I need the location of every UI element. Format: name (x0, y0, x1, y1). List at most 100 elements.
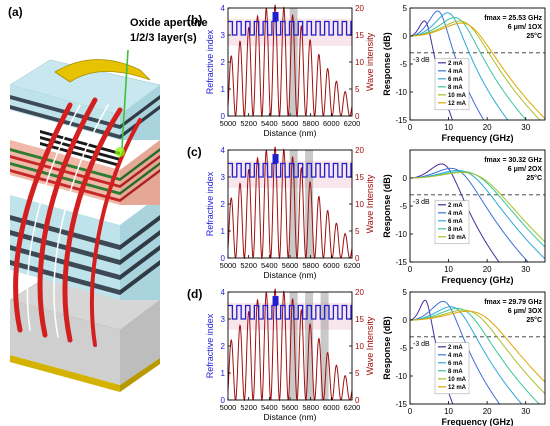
tick-label-right: 10 (355, 58, 364, 67)
tick-label-x: 6000 (323, 403, 340, 412)
series-line (410, 309, 545, 395)
annotation-line-2: 1/2/3 layer(s) (130, 32, 197, 44)
wave-intensity-line (227, 4, 353, 118)
tick-label-x: 0 (408, 123, 413, 132)
x-axis-label: Distance (nm) (264, 128, 317, 138)
oxide-band (320, 292, 329, 400)
tick-label-left: 0 (221, 396, 226, 405)
legend-box (434, 342, 470, 395)
legend-label: 8 mA (448, 227, 463, 233)
refractive-index-line (228, 162, 352, 178)
legend-label: 4 mA (448, 353, 463, 359)
tick-label-right: 20 (355, 4, 364, 13)
tick-label-left: 1 (221, 227, 226, 236)
tick-label-x: 5600 (282, 119, 299, 128)
tick-label-x: 5200 (240, 261, 257, 270)
tick-label-left: 2 (221, 200, 226, 209)
tick-label-left: 4 (221, 146, 226, 155)
tick-label-y: -10 (395, 88, 407, 97)
tick-label-y: -5 (400, 202, 408, 211)
chart-annotation: 25°C (526, 174, 542, 182)
tick-label-left: 4 (221, 288, 226, 297)
y-axis-label-left: Refractive index (205, 313, 215, 378)
tick-label-x: 5600 (282, 261, 299, 270)
x-axis-label: Frequency (GHz) (441, 275, 513, 285)
legend-label: 8 mA (448, 369, 463, 375)
y-axis-label-right: Wave Intensity (365, 316, 375, 375)
tick-label-x: 30 (521, 407, 530, 416)
y-axis-label: Response (dB) (382, 32, 392, 96)
tick-label-x: 20 (483, 265, 492, 274)
y-axis-label: Response (dB) (382, 174, 392, 238)
chart-annotation: fmax = 30.32 GHz (484, 157, 542, 164)
tick-label-x: 5000 (220, 119, 237, 128)
tick-label-y: 0 (403, 32, 408, 41)
series-line (410, 20, 454, 120)
distance-plot-2: 0 1 2 3 4 0 5 10 15 20 5000 5200 5400 5600 5800 6000 620… (205, 288, 375, 422)
tick-label-x: 6200 (344, 119, 361, 128)
legend: 2 mA 4 mA 6 mA 8 mA 10 mA 12 mA (434, 58, 470, 111)
y-axis-label-right: Wave intensity (365, 32, 375, 91)
legend-label: 4 mA (448, 211, 463, 217)
tick-label-y: 0 (403, 174, 408, 183)
series-line (410, 169, 545, 260)
series-line (410, 170, 545, 248)
top-contact-ring (54, 59, 151, 83)
series-line (410, 310, 545, 383)
series-line (410, 20, 541, 120)
legend-label: 10 mA (448, 235, 467, 241)
tick-label-right: 0 (355, 396, 360, 405)
legend-label: 2 mA (448, 203, 463, 209)
tick-label-right: 15 (355, 31, 364, 40)
tick-label-left: 3 (221, 173, 226, 182)
tick-label-x: 10 (444, 123, 453, 132)
series-line (410, 12, 509, 120)
tick-label-x: 5000 (220, 261, 237, 270)
y-axis-label-left: Refractive index (205, 29, 215, 94)
tick-label-left: 4 (221, 4, 226, 13)
chart-annotation: fmax = 29.79 GHz (484, 299, 542, 306)
wave-intensity-line (227, 146, 353, 260)
tick-label-right: 20 (355, 146, 364, 155)
tick-label-left: 2 (221, 342, 226, 351)
tick-label-left: 2 (221, 58, 226, 67)
series-line (410, 163, 500, 262)
tick-label-x: 10 (444, 407, 453, 416)
tick-label-x: 6200 (344, 403, 361, 412)
tick-label-x: 5800 (302, 119, 319, 128)
legend-label: 12 mA (448, 385, 467, 391)
series-line (410, 22, 545, 120)
frequency-plot-0: -3 dB -15 -10 -5 0 5 0 10 20 30 Frequency (GHz) Res… (382, 4, 546, 143)
annotation-pointer (121, 49, 129, 149)
series-line (410, 300, 501, 404)
annotation-line-1: Oxide aperture (130, 17, 208, 29)
legend-label: 6 mA (448, 77, 463, 83)
chart-annotation: 25°C (526, 316, 542, 324)
tick-label-x: 20 (483, 123, 492, 132)
tick-label-x: 30 (521, 265, 530, 274)
y-axis-label-left: Refractive index (205, 171, 215, 236)
tick-label-y: -10 (395, 230, 407, 239)
legend-label: 8 mA (448, 85, 463, 91)
tick-label-x: 0 (408, 265, 413, 274)
chart-annotation: 6 μm/ 1OX (508, 24, 543, 31)
tick-label-x: 30 (521, 123, 530, 132)
oxide-band (289, 150, 298, 258)
tick-label-y: 0 (403, 316, 408, 325)
legend-label: 10 mA (448, 93, 467, 99)
tick-label-right: 5 (355, 369, 360, 378)
tick-label-y: -5 (400, 344, 408, 353)
tick-label-x: 5800 (302, 403, 319, 412)
oxide-band (289, 292, 298, 400)
cutoff-label: -3 dB (413, 57, 430, 64)
tick-label-left: 0 (221, 254, 226, 263)
tick-label-right: 0 (355, 254, 360, 263)
cutoff-label: -3 dB (413, 341, 430, 348)
tick-label-right: 5 (355, 85, 360, 94)
panel-label-c: (c) (187, 145, 202, 159)
tick-label-x: 5400 (261, 403, 278, 412)
tick-label-left: 3 (221, 315, 226, 324)
series-line (410, 299, 454, 404)
tick-label-right: 15 (355, 173, 364, 182)
